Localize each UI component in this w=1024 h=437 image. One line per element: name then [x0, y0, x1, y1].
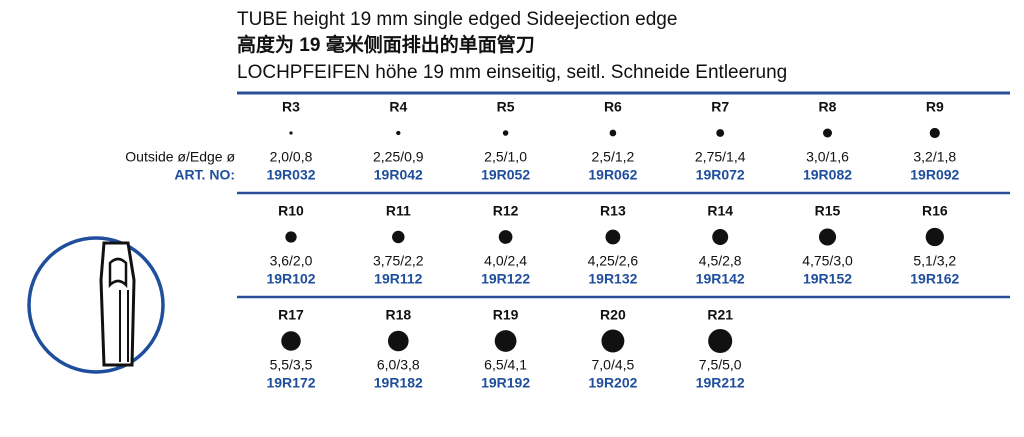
item-art: 19R182: [374, 375, 423, 391]
item-dims: 5,1/3,2: [913, 253, 956, 269]
item-name: R14: [707, 203, 733, 219]
item-art: 19R092: [910, 167, 959, 183]
size-dot: [601, 329, 625, 353]
item-name: R17: [278, 307, 304, 323]
item-dims: 4,25/2,6: [588, 253, 639, 269]
item-art: 19R202: [588, 375, 637, 391]
item-name: R11: [386, 203, 411, 219]
item-dims: 4,0/2,4: [484, 253, 527, 269]
item-dims: 6,5/4,1: [484, 357, 527, 373]
item-art: 19R132: [588, 271, 637, 287]
item-name: R21: [707, 307, 733, 323]
item-name: R7: [711, 99, 729, 115]
art-label: ART. NO:: [174, 167, 235, 183]
item-name: R12: [493, 203, 519, 219]
item-art: 19R142: [696, 271, 745, 287]
item-art: 19R032: [266, 167, 315, 183]
item-dims: 4,5/2,8: [699, 253, 742, 269]
item-name: R20: [600, 307, 626, 323]
title-de: LOCHPFEIFEN höhe 19 mm einseitig, seitl.…: [237, 62, 787, 83]
size-dot: [929, 127, 940, 139]
size-dot: [708, 328, 733, 354]
item-dims: 4,75/3,0: [802, 253, 853, 269]
size-dot: [281, 331, 301, 351]
item-dims: 7,0/4,5: [591, 357, 634, 373]
size-dot: [925, 227, 944, 247]
item-name: R13: [600, 203, 626, 219]
item-name: R6: [604, 99, 622, 115]
size-dot: [609, 129, 617, 137]
item-art: 19R212: [696, 375, 745, 391]
item-name: R5: [497, 99, 515, 115]
item-name: R9: [926, 99, 944, 115]
item-art: 19R122: [481, 271, 530, 287]
size-dot: [285, 231, 297, 243]
size-dot: [494, 330, 517, 352]
dims-label: Outside ø/Edge ø: [125, 149, 235, 165]
title-cn: 高度为 19 毫米侧面排出的单面管刀: [237, 33, 535, 56]
item-dims: 3,2/1,8: [913, 149, 956, 165]
item-name: R8: [819, 99, 837, 115]
item-art: 19R172: [266, 375, 315, 391]
item-name: R15: [815, 203, 841, 219]
item-dims: 2,25/0,9: [373, 149, 424, 165]
item-dims: 6,0/3,8: [377, 357, 420, 373]
item-art: 19R042: [374, 167, 423, 183]
size-dot: [392, 230, 405, 244]
item-name: R4: [389, 99, 407, 115]
size-dot: [498, 230, 513, 244]
item-dims: 5,5/3,5: [270, 357, 313, 373]
item-dims: 3,0/1,6: [806, 149, 849, 165]
size-dot: [502, 130, 509, 136]
item-dims: 3,6/2,0: [270, 253, 313, 269]
size-dot: [823, 128, 832, 138]
item-art: 19R112: [374, 271, 422, 287]
item-art: 19R152: [803, 271, 852, 287]
item-dims: 3,75/2,2: [373, 253, 424, 269]
item-name: R10: [278, 203, 304, 219]
size-dot: [712, 229, 729, 245]
size-dot: [396, 130, 401, 136]
size-dot: [716, 129, 725, 137]
size-dot: [388, 330, 409, 352]
title-en: TUBE height 19 mm single edged Sideeject…: [237, 9, 677, 30]
item-dims: 2,0/0,8: [270, 149, 313, 165]
item-name: R3: [282, 99, 300, 115]
item-art: 19R052: [481, 167, 530, 183]
item-dims: 2,5/1,2: [591, 149, 634, 165]
item-art: 19R062: [588, 167, 637, 183]
item-art: 19R162: [910, 271, 959, 287]
item-dims: 7,5/5,0: [699, 357, 742, 373]
item-dims: 2,5/1,0: [484, 149, 527, 165]
tube-icon: [27, 236, 165, 374]
size-dot: [289, 131, 293, 135]
item-dims: 2,75/1,4: [695, 149, 746, 165]
item-name: R19: [493, 307, 519, 323]
size-dot: [818, 228, 837, 246]
item-art: 19R072: [696, 167, 745, 183]
item-art: 19R082: [803, 167, 852, 183]
item-name: R16: [922, 203, 948, 219]
item-art: 19R102: [266, 271, 315, 287]
item-art: 19R192: [481, 375, 530, 391]
item-name: R18: [385, 307, 411, 323]
size-dot: [605, 229, 621, 245]
